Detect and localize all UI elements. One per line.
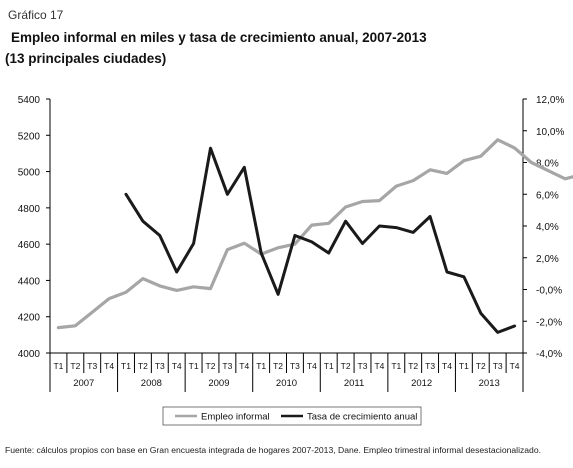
quarter-label: T4 [510,361,520,371]
quarter-label: T4 [239,361,249,371]
quarter-label: T3 [358,361,368,371]
quarter-label: T3 [222,361,232,371]
right-tick-label: -2,0% [536,317,562,328]
legend-label-tasa: Tasa de crecimiento anual [307,412,417,423]
left-tick-label: 5200 [18,131,41,142]
left-tick-label: 4200 [18,313,41,324]
quarter-label: T2 [206,361,216,371]
quarter-label: T4 [374,361,384,371]
quarter-label: T4 [442,361,452,371]
quarter-label: T3 [493,361,503,371]
right-tick-label: 12,0% [536,95,564,106]
year-label: 2010 [276,378,297,389]
figure-label: Gráfico 17 [8,8,64,22]
right-tick-label: 8,0% [536,159,559,170]
year-label: 2007 [73,378,94,389]
quarter-label: T3 [290,361,300,371]
left-tick-label: 4400 [18,276,41,287]
left-tick-label: 4600 [18,240,41,251]
chart-svg: 4000 4200 4400 4600 4800 5000 5200 5400 -4,0% -2,… [18,95,573,426]
series-line-tasa-crecimiento [124,146,517,334]
quarter-label: T2 [273,361,283,371]
year-label: 2013 [479,378,500,389]
quarter-label: T2 [476,361,486,371]
quarter-label: T1 [391,361,401,371]
quarter-label: T4 [104,361,114,371]
right-tick-label: 2,0% [536,254,559,265]
quarter-label: T2 [70,361,80,371]
quarter-label: T1 [459,361,469,371]
right-tick-label: 6,0% [536,190,559,201]
legend-label-empleo: Empleo informal [201,412,270,423]
left-tick-label: 4000 [18,349,41,360]
quarter-label: T4 [172,361,182,371]
right-tick-label: 4,0% [536,222,559,233]
quarter-label: T3 [87,361,97,371]
quarter-label: T1 [324,361,334,371]
chart-title: Empleo informal en miles y tasa de creci… [11,30,427,45]
left-tick-label: 5400 [18,95,41,106]
quarter-label: T3 [155,361,165,371]
chart-subtitle: (13 principales ciudades) [5,51,167,66]
quarter-label: T1 [121,361,131,371]
series-line-empleo-informal [56,138,573,330]
year-label: 2008 [141,378,162,389]
quarter-label: T4 [307,361,317,371]
right-tick-label: 10,0% [536,127,564,138]
year-label: 2012 [411,378,432,389]
quarter-label: T1 [53,361,63,371]
right-tick-label: -4,0% [536,349,562,360]
left-tick-label: 5000 [18,168,41,179]
quarter-label: T1 [256,361,266,371]
year-label: 2009 [208,378,229,389]
year-label: 2011 [344,378,364,389]
quarter-label: T1 [189,361,199,371]
quarter-label: T2 [138,361,148,371]
quarter-label: T2 [341,361,351,371]
right-tick-label: -0,0% [536,286,562,297]
source-note: Fuente: cálculos propios con base en Gra… [5,445,541,455]
quarter-label: T3 [425,361,435,371]
quarter-label: T2 [408,361,418,371]
left-tick-label: 4800 [18,204,41,215]
